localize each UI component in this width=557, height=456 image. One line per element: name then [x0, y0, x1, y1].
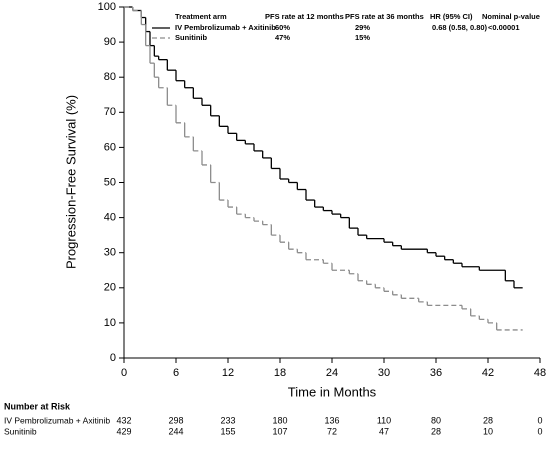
- risk-count: 10: [483, 426, 493, 436]
- legend-header: Treatment arm: [175, 12, 227, 21]
- legend-stat: 0.68 (0.58, 0.80): [432, 23, 488, 32]
- x-tick-label: 36: [430, 367, 442, 379]
- risk-count: 28: [431, 426, 441, 436]
- x-tick-label: 0: [121, 367, 127, 379]
- risk-count: 432: [116, 415, 131, 425]
- risk-label: IV Pembrolizumab + Axitinib: [4, 415, 110, 425]
- y-tick-label: 80: [104, 71, 116, 83]
- y-tick-label: 40: [104, 212, 116, 224]
- x-tick-label: 42: [482, 367, 494, 379]
- x-tick-label: 24: [326, 367, 338, 379]
- risk-count: 0: [537, 415, 542, 425]
- y-tick-label: 90: [104, 36, 116, 48]
- y-axis-label: Progression-Free Survival (%): [63, 95, 78, 269]
- risk-count: 180: [272, 415, 287, 425]
- risk-count: 233: [220, 415, 235, 425]
- y-tick-label: 70: [104, 106, 116, 118]
- x-tick-label: 30: [378, 367, 390, 379]
- y-tick-label: 10: [104, 317, 116, 329]
- risk-count: 244: [168, 426, 183, 436]
- legend-stat: 47%: [275, 33, 290, 42]
- y-tick-label: 30: [104, 247, 116, 259]
- x-tick-label: 48: [534, 367, 546, 379]
- y-tick-label: 0: [110, 352, 116, 364]
- risk-count: 28: [483, 415, 493, 425]
- risk-count: 107: [272, 426, 287, 436]
- risk-label: Sunitinib: [4, 426, 37, 436]
- legend-header: Nominal p-value: [482, 12, 540, 21]
- x-axis-label: Time in Months: [288, 384, 377, 399]
- legend-label: Sunitinib: [175, 33, 207, 42]
- risk-count: 298: [168, 415, 183, 425]
- risk-count: 47: [379, 426, 389, 436]
- x-tick-label: 12: [222, 367, 234, 379]
- risk-count: 72: [327, 426, 337, 436]
- legend-header: PFS rate at 36 months: [345, 12, 424, 21]
- legend-stat: 29%: [355, 23, 370, 32]
- legend-header: PFS rate at 12 months: [265, 12, 344, 21]
- x-tick-label: 6: [173, 367, 179, 379]
- legend-stat: 15%: [355, 33, 370, 42]
- risk-count: 80: [431, 415, 441, 425]
- y-tick-label: 20: [104, 282, 116, 294]
- y-tick-label: 100: [98, 1, 116, 13]
- legend-label: IV Pembrolizumab + Axitinib: [175, 23, 276, 32]
- risk-count: 0: [537, 426, 542, 436]
- risk-count: 136: [324, 415, 339, 425]
- y-tick-label: 60: [104, 141, 116, 153]
- legend-stat: 60%: [275, 23, 290, 32]
- risk-count: 155: [220, 426, 235, 436]
- risk-title: Number at Risk: [4, 401, 71, 411]
- risk-count: 429: [116, 426, 131, 436]
- legend-stat: <0.00001: [488, 23, 520, 32]
- legend-header: HR (95% CI): [430, 12, 473, 21]
- y-tick-label: 50: [104, 176, 116, 188]
- x-tick-label: 18: [274, 367, 286, 379]
- risk-count: 110: [377, 415, 391, 425]
